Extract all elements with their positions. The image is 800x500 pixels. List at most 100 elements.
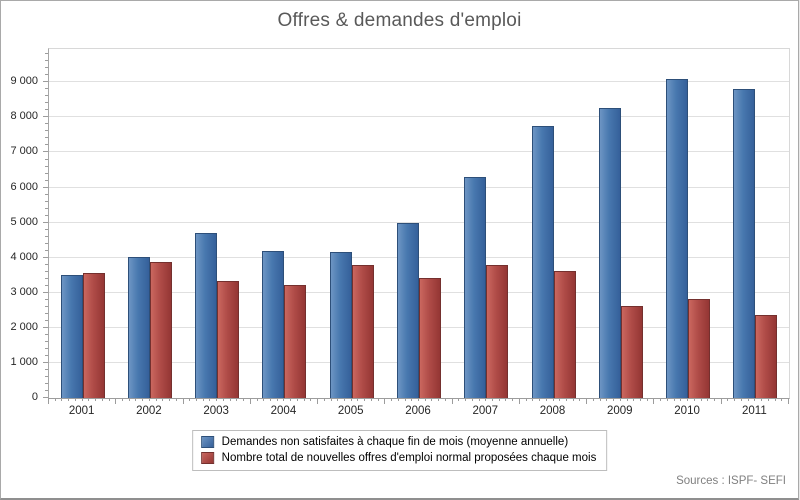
y-axis: 0 1 000 2 000 3 000 4 000 5 000 6 000 7 000 8 00… xyxy=(1,48,48,403)
x-axis-tick xyxy=(249,398,251,404)
x-axis-label: 2010 xyxy=(674,405,700,417)
x-axis-minor-tick xyxy=(290,398,292,401)
x-axis-minor-tick xyxy=(189,398,191,401)
y-axis-minor-tick xyxy=(45,67,48,69)
bar-demandes-2001 xyxy=(61,275,83,398)
x-axis-minor-tick xyxy=(438,398,440,401)
y-axis-label: 8 000 xyxy=(10,110,38,123)
bar-offres-2007 xyxy=(486,264,508,398)
x-axis-label: 2009 xyxy=(607,405,633,417)
y-axis-minor-tick xyxy=(45,305,48,307)
x-axis-minor-tick xyxy=(700,398,702,401)
x-axis-minor-tick xyxy=(209,398,211,401)
x-axis-minor-tick xyxy=(370,398,372,401)
x-axis-minor-tick xyxy=(377,398,379,401)
x-axis-minor-tick xyxy=(357,398,359,401)
x-axis-minor-tick xyxy=(431,398,433,401)
bar-demandes-2009 xyxy=(599,108,621,398)
x-axis-label: 2002 xyxy=(136,405,162,417)
y-axis-minor-tick xyxy=(45,109,48,111)
bar-demandes-2006 xyxy=(397,223,419,398)
legend-item-demandes: Demandes non satisfaites à chaque fin de… xyxy=(200,434,597,450)
y-axis-minor-tick xyxy=(45,74,48,76)
x-axis-minor-tick xyxy=(68,398,70,401)
y-axis-minor-tick xyxy=(45,277,48,279)
x-axis-minor-tick xyxy=(256,398,258,401)
y-axis-tick xyxy=(43,397,48,398)
x-axis-minor-tick xyxy=(660,398,662,401)
y-axis-minor-tick xyxy=(45,130,48,132)
plot-area xyxy=(48,48,790,399)
x-axis-tick xyxy=(115,398,117,404)
bar-offres-2006 xyxy=(419,278,441,398)
legend: Demandes non satisfaites à chaque fin de… xyxy=(191,430,608,471)
y-axis-label: 0 xyxy=(31,391,38,403)
x-axis-minor-tick xyxy=(444,398,446,401)
x-axis-minor-tick xyxy=(687,398,689,401)
source-note: Sources : ISPF- SEFI xyxy=(676,475,786,487)
x-axis-minor-tick xyxy=(498,398,500,401)
x-axis-minor-tick xyxy=(512,398,514,401)
legend-label: Nombre total de nouvelles offres d'emplo… xyxy=(221,452,597,464)
y-axis-label: 4 000 xyxy=(10,250,38,263)
x-axis-minor-tick xyxy=(767,398,769,401)
x-axis-minor-tick xyxy=(559,398,561,401)
x-axis-minor-tick xyxy=(122,398,123,401)
x-axis-minor-tick xyxy=(128,398,130,401)
legend-swatch-red xyxy=(200,452,214,464)
x-axis-minor-tick xyxy=(781,398,783,401)
x-axis-minor-tick xyxy=(95,398,97,401)
x-axis-minor-tick xyxy=(142,398,144,401)
x-axis-minor-tick xyxy=(202,398,204,401)
x-axis-minor-tick xyxy=(525,398,527,401)
x-axis-minor-tick xyxy=(330,398,332,401)
bar-demandes-2002 xyxy=(128,257,150,398)
y-axis-tick xyxy=(43,116,48,118)
x-axis-minor-tick xyxy=(734,398,736,401)
x-axis-minor-tick xyxy=(485,398,487,401)
bar-offres-2002 xyxy=(150,261,172,398)
gridline xyxy=(49,221,789,223)
bar-demandes-2007 xyxy=(464,177,486,398)
x-axis-minor-tick xyxy=(270,398,271,401)
y-axis-label: 1 000 xyxy=(10,355,38,368)
bar-offres-2010 xyxy=(688,299,710,398)
x-axis-minor-tick xyxy=(613,398,615,401)
y-axis-label: 9 000 xyxy=(10,75,38,88)
x-axis-minor-tick xyxy=(740,398,742,401)
bar-demandes-2011 xyxy=(733,89,755,398)
x-axis-minor-tick xyxy=(88,398,90,401)
x-axis-minor-tick xyxy=(579,398,581,401)
x-axis-minor-tick xyxy=(101,398,103,401)
chart-title: Offres & demandes d'emploi xyxy=(277,10,522,31)
y-axis-minor-tick xyxy=(45,88,48,90)
x-axis-minor-tick xyxy=(344,398,345,401)
x-axis-minor-tick xyxy=(572,398,574,401)
y-axis-minor-tick xyxy=(45,284,48,286)
x-axis-minor-tick xyxy=(296,398,298,401)
x-axis-minor-tick xyxy=(364,398,366,401)
x-axis-minor-tick xyxy=(216,398,218,401)
x-axis-label: 2006 xyxy=(405,405,431,417)
x-axis-minor-tick xyxy=(148,398,150,401)
x-axis-minor-tick xyxy=(552,398,554,401)
x-axis-label: 2007 xyxy=(472,405,499,417)
y-axis-minor-tick xyxy=(45,249,48,251)
y-axis-minor-tick xyxy=(45,95,48,97)
y-axis-minor-tick xyxy=(45,207,48,209)
x-axis-minor-tick xyxy=(619,398,621,401)
x-axis-minor-tick xyxy=(761,398,763,401)
y-axis-minor-tick xyxy=(45,235,48,237)
x-axis-minor-tick xyxy=(458,398,460,401)
y-axis-label: 6 000 xyxy=(10,180,38,193)
x-axis-minor-tick xyxy=(747,398,749,401)
y-axis-minor-tick xyxy=(45,53,48,55)
x-axis-tick xyxy=(586,398,588,404)
x-axis-minor-tick xyxy=(196,398,197,401)
x-axis-minor-tick xyxy=(727,398,729,401)
x-axis-minor-tick xyxy=(222,398,224,401)
x-axis-minor-tick xyxy=(397,398,399,401)
x-axis-minor-tick xyxy=(539,398,541,401)
x-axis-minor-tick xyxy=(169,398,171,401)
